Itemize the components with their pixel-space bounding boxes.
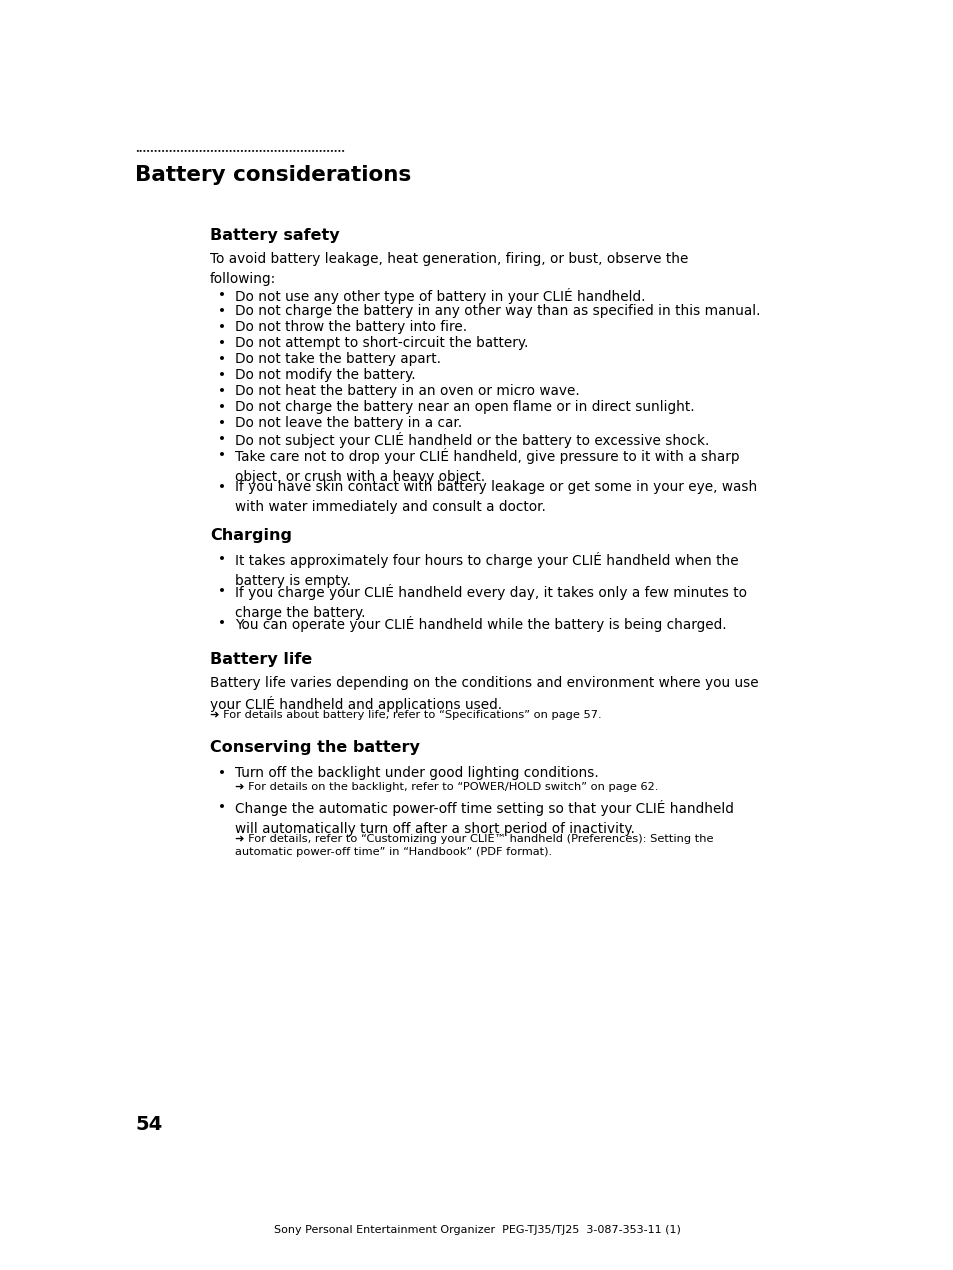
Text: Do not attempt to short-circuit the battery.: Do not attempt to short-circuit the batt… bbox=[234, 337, 528, 351]
Text: •: • bbox=[218, 448, 226, 462]
Text: •: • bbox=[218, 288, 226, 302]
Text: •: • bbox=[218, 480, 226, 494]
Text: •: • bbox=[218, 400, 226, 414]
Text: Sony Personal Entertainment Organizer  PEG-TJ35/TJ25  3-087-353-11 (1): Sony Personal Entertainment Organizer PE… bbox=[274, 1226, 679, 1234]
Text: ➜ For details about battery life, refer to “Specifications” on page 57.: ➜ For details about battery life, refer … bbox=[210, 710, 601, 720]
Text: To avoid battery leakage, heat generation, firing, or bust, observe the
followin: To avoid battery leakage, heat generatio… bbox=[210, 251, 688, 286]
Text: Battery safety: Battery safety bbox=[210, 229, 339, 243]
Text: •: • bbox=[218, 417, 226, 431]
Text: Do not modify the battery.: Do not modify the battery. bbox=[234, 368, 416, 382]
Text: •: • bbox=[218, 800, 226, 814]
Text: ➜ For details on the backlight, refer to “POWER/HOLD switch” on page 62.: ➜ For details on the backlight, refer to… bbox=[234, 782, 658, 792]
Text: ••••••••••••••••••••••••••••••••••••••••••••••••••••••••: ••••••••••••••••••••••••••••••••••••••••… bbox=[135, 149, 345, 152]
Text: If you have skin contact with battery leakage or get some in your eye, wash
with: If you have skin contact with battery le… bbox=[234, 480, 757, 513]
Text: Battery considerations: Battery considerations bbox=[135, 165, 411, 185]
Text: •: • bbox=[218, 352, 226, 366]
Text: 54: 54 bbox=[135, 1115, 162, 1134]
Text: It takes approximately four hours to charge your CLIÉ handheld when the
battery : It takes approximately four hours to cha… bbox=[234, 552, 738, 588]
Text: Battery life: Battery life bbox=[210, 652, 312, 667]
Text: •: • bbox=[218, 584, 226, 598]
Text: You can operate your CLIÉ handheld while the battery is being charged.: You can operate your CLIÉ handheld while… bbox=[234, 616, 726, 632]
Text: Do not throw the battery into fire.: Do not throw the battery into fire. bbox=[234, 320, 467, 334]
Text: •: • bbox=[218, 384, 226, 398]
Text: Battery life varies depending on the conditions and environment where you use
yo: Battery life varies depending on the con… bbox=[210, 676, 758, 712]
Text: If you charge your CLIÉ handheld every day, it takes only a few minutes to
charg: If you charge your CLIÉ handheld every d… bbox=[234, 584, 746, 620]
Text: Do not charge the battery in any other way than as specified in this manual.: Do not charge the battery in any other w… bbox=[234, 304, 760, 318]
Text: •: • bbox=[218, 320, 226, 334]
Text: •: • bbox=[218, 368, 226, 382]
Text: Do not take the battery apart.: Do not take the battery apart. bbox=[234, 352, 440, 366]
Text: Conserving the battery: Conserving the battery bbox=[210, 740, 419, 754]
Text: •: • bbox=[218, 337, 226, 351]
Text: ➜ For details, refer to “Customizing your CLIÉ™ handheld (Preferences): Setting : ➜ For details, refer to “Customizing you… bbox=[234, 832, 713, 857]
Text: Charging: Charging bbox=[210, 528, 292, 544]
Text: Do not use any other type of battery in your CLIÉ handheld.: Do not use any other type of battery in … bbox=[234, 288, 645, 304]
Text: •: • bbox=[218, 304, 226, 318]
Text: Do not charge the battery near an open flame or in direct sunlight.: Do not charge the battery near an open f… bbox=[234, 400, 694, 414]
Text: Do not subject your CLIÉ handheld or the battery to excessive shock.: Do not subject your CLIÉ handheld or the… bbox=[234, 432, 709, 448]
Text: •: • bbox=[218, 766, 226, 780]
Text: Do not leave the battery in a car.: Do not leave the battery in a car. bbox=[234, 417, 461, 431]
Text: •: • bbox=[218, 616, 226, 630]
Text: Take care not to drop your CLIÉ handheld, give pressure to it with a sharp
objec: Take care not to drop your CLIÉ handheld… bbox=[234, 448, 739, 484]
Text: Do not heat the battery in an oven or micro wave.: Do not heat the battery in an oven or mi… bbox=[234, 384, 579, 398]
Text: Change the automatic power-off time setting so that your CLIÉ handheld
will auto: Change the automatic power-off time sett… bbox=[234, 800, 733, 836]
Text: Turn off the backlight under good lighting conditions.: Turn off the backlight under good lighti… bbox=[234, 766, 598, 780]
Text: •: • bbox=[218, 432, 226, 446]
Text: •: • bbox=[218, 552, 226, 566]
